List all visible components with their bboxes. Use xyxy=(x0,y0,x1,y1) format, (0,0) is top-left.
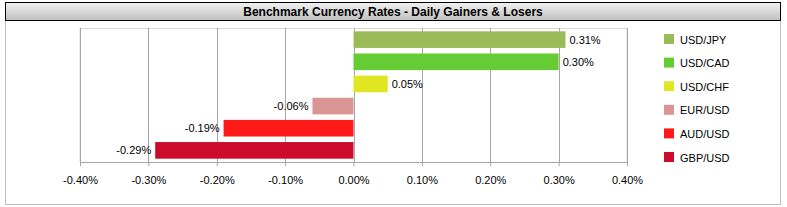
x-tick-label: 0.30% xyxy=(544,174,575,186)
x-tick-mark xyxy=(354,162,355,166)
x-tick: 0.40% xyxy=(612,162,643,186)
bar xyxy=(354,76,388,93)
x-tick-label: 0.00% xyxy=(338,174,369,186)
x-tick-label: 0.40% xyxy=(612,174,643,186)
x-tick-mark xyxy=(627,162,628,166)
legend-label: EUR/USD xyxy=(680,104,730,116)
bar xyxy=(354,31,566,48)
grid-line xyxy=(559,28,560,162)
chart: Benchmark Currency Rates - Daily Gainers… xyxy=(0,0,787,207)
chart-frame xyxy=(6,21,781,205)
legend-label: USD/CHF xyxy=(680,81,729,93)
grid-line xyxy=(285,28,286,162)
x-tick: -0.20% xyxy=(200,162,235,186)
x-tick-mark xyxy=(285,162,286,166)
grid-line xyxy=(217,28,218,162)
bar xyxy=(224,120,354,137)
x-tick-mark xyxy=(559,162,560,166)
x-tick: -0.30% xyxy=(131,162,166,186)
legend-swatch xyxy=(664,81,674,91)
data-label: -0.29% xyxy=(116,144,151,156)
legend-swatch xyxy=(664,105,674,115)
data-label: 0.31% xyxy=(569,34,600,46)
bar xyxy=(312,98,353,115)
legend-swatch xyxy=(664,128,674,138)
grid-line xyxy=(422,28,423,162)
x-tick: 0.10% xyxy=(407,162,438,186)
grid xyxy=(81,28,628,162)
x-tick: -0.10% xyxy=(268,162,303,186)
x-tick-mark xyxy=(490,162,491,166)
legend-label: GBP/USD xyxy=(680,152,730,164)
x-tick-mark xyxy=(148,162,149,166)
bar xyxy=(155,142,353,159)
x-tick: 0.30% xyxy=(544,162,575,186)
title: Benchmark Currency Rates - Daily Gainers… xyxy=(243,5,543,19)
legend-swatch xyxy=(664,152,674,162)
grid-line xyxy=(80,28,81,162)
grid-line xyxy=(490,28,491,162)
data-label: 0.05% xyxy=(392,78,423,90)
x-tick: 0.00% xyxy=(338,162,369,186)
data-label: -0.19% xyxy=(185,122,220,134)
title-bar xyxy=(6,3,781,21)
grid-line xyxy=(627,28,628,162)
x-tick-label: -0.40% xyxy=(63,174,98,186)
x-tick-mark xyxy=(422,162,423,166)
grid-line xyxy=(148,28,149,162)
x-tick-label: -0.30% xyxy=(131,174,166,186)
legend-label: USD/JPY xyxy=(680,34,727,46)
x-tick-mark xyxy=(80,162,81,166)
x-tick-label: -0.10% xyxy=(268,174,303,186)
legend-label: USD/CAD xyxy=(680,57,730,69)
bar xyxy=(354,53,559,70)
grid-line xyxy=(354,28,355,162)
legend: USD/JPY USD/CAD USD/CHF EUR/USD AUD/USD GBP/U… xyxy=(664,34,730,164)
x-axis: -0.40% -0.30% -0.20% -0.10% 0.00% 0.10% 0.20% 0… xyxy=(63,162,643,186)
x-tick-label: 0.20% xyxy=(475,174,506,186)
x-tick: 0.20% xyxy=(475,162,506,186)
legend-swatch xyxy=(664,34,674,44)
data-labels: 0.31% 0.30% 0.05% -0.06% -0.19% -0.29% xyxy=(116,34,601,157)
legend-label: AUD/USD xyxy=(680,128,730,140)
x-tick-label: -0.20% xyxy=(200,174,235,186)
legend-swatch xyxy=(664,58,674,68)
data-label: -0.06% xyxy=(274,100,309,112)
x-tick-label: 0.10% xyxy=(407,174,438,186)
x-tick: -0.40% xyxy=(63,162,98,186)
x-tick-mark xyxy=(217,162,218,166)
data-label: 0.30% xyxy=(563,56,594,68)
bars xyxy=(155,31,565,158)
plot-area xyxy=(80,29,627,163)
